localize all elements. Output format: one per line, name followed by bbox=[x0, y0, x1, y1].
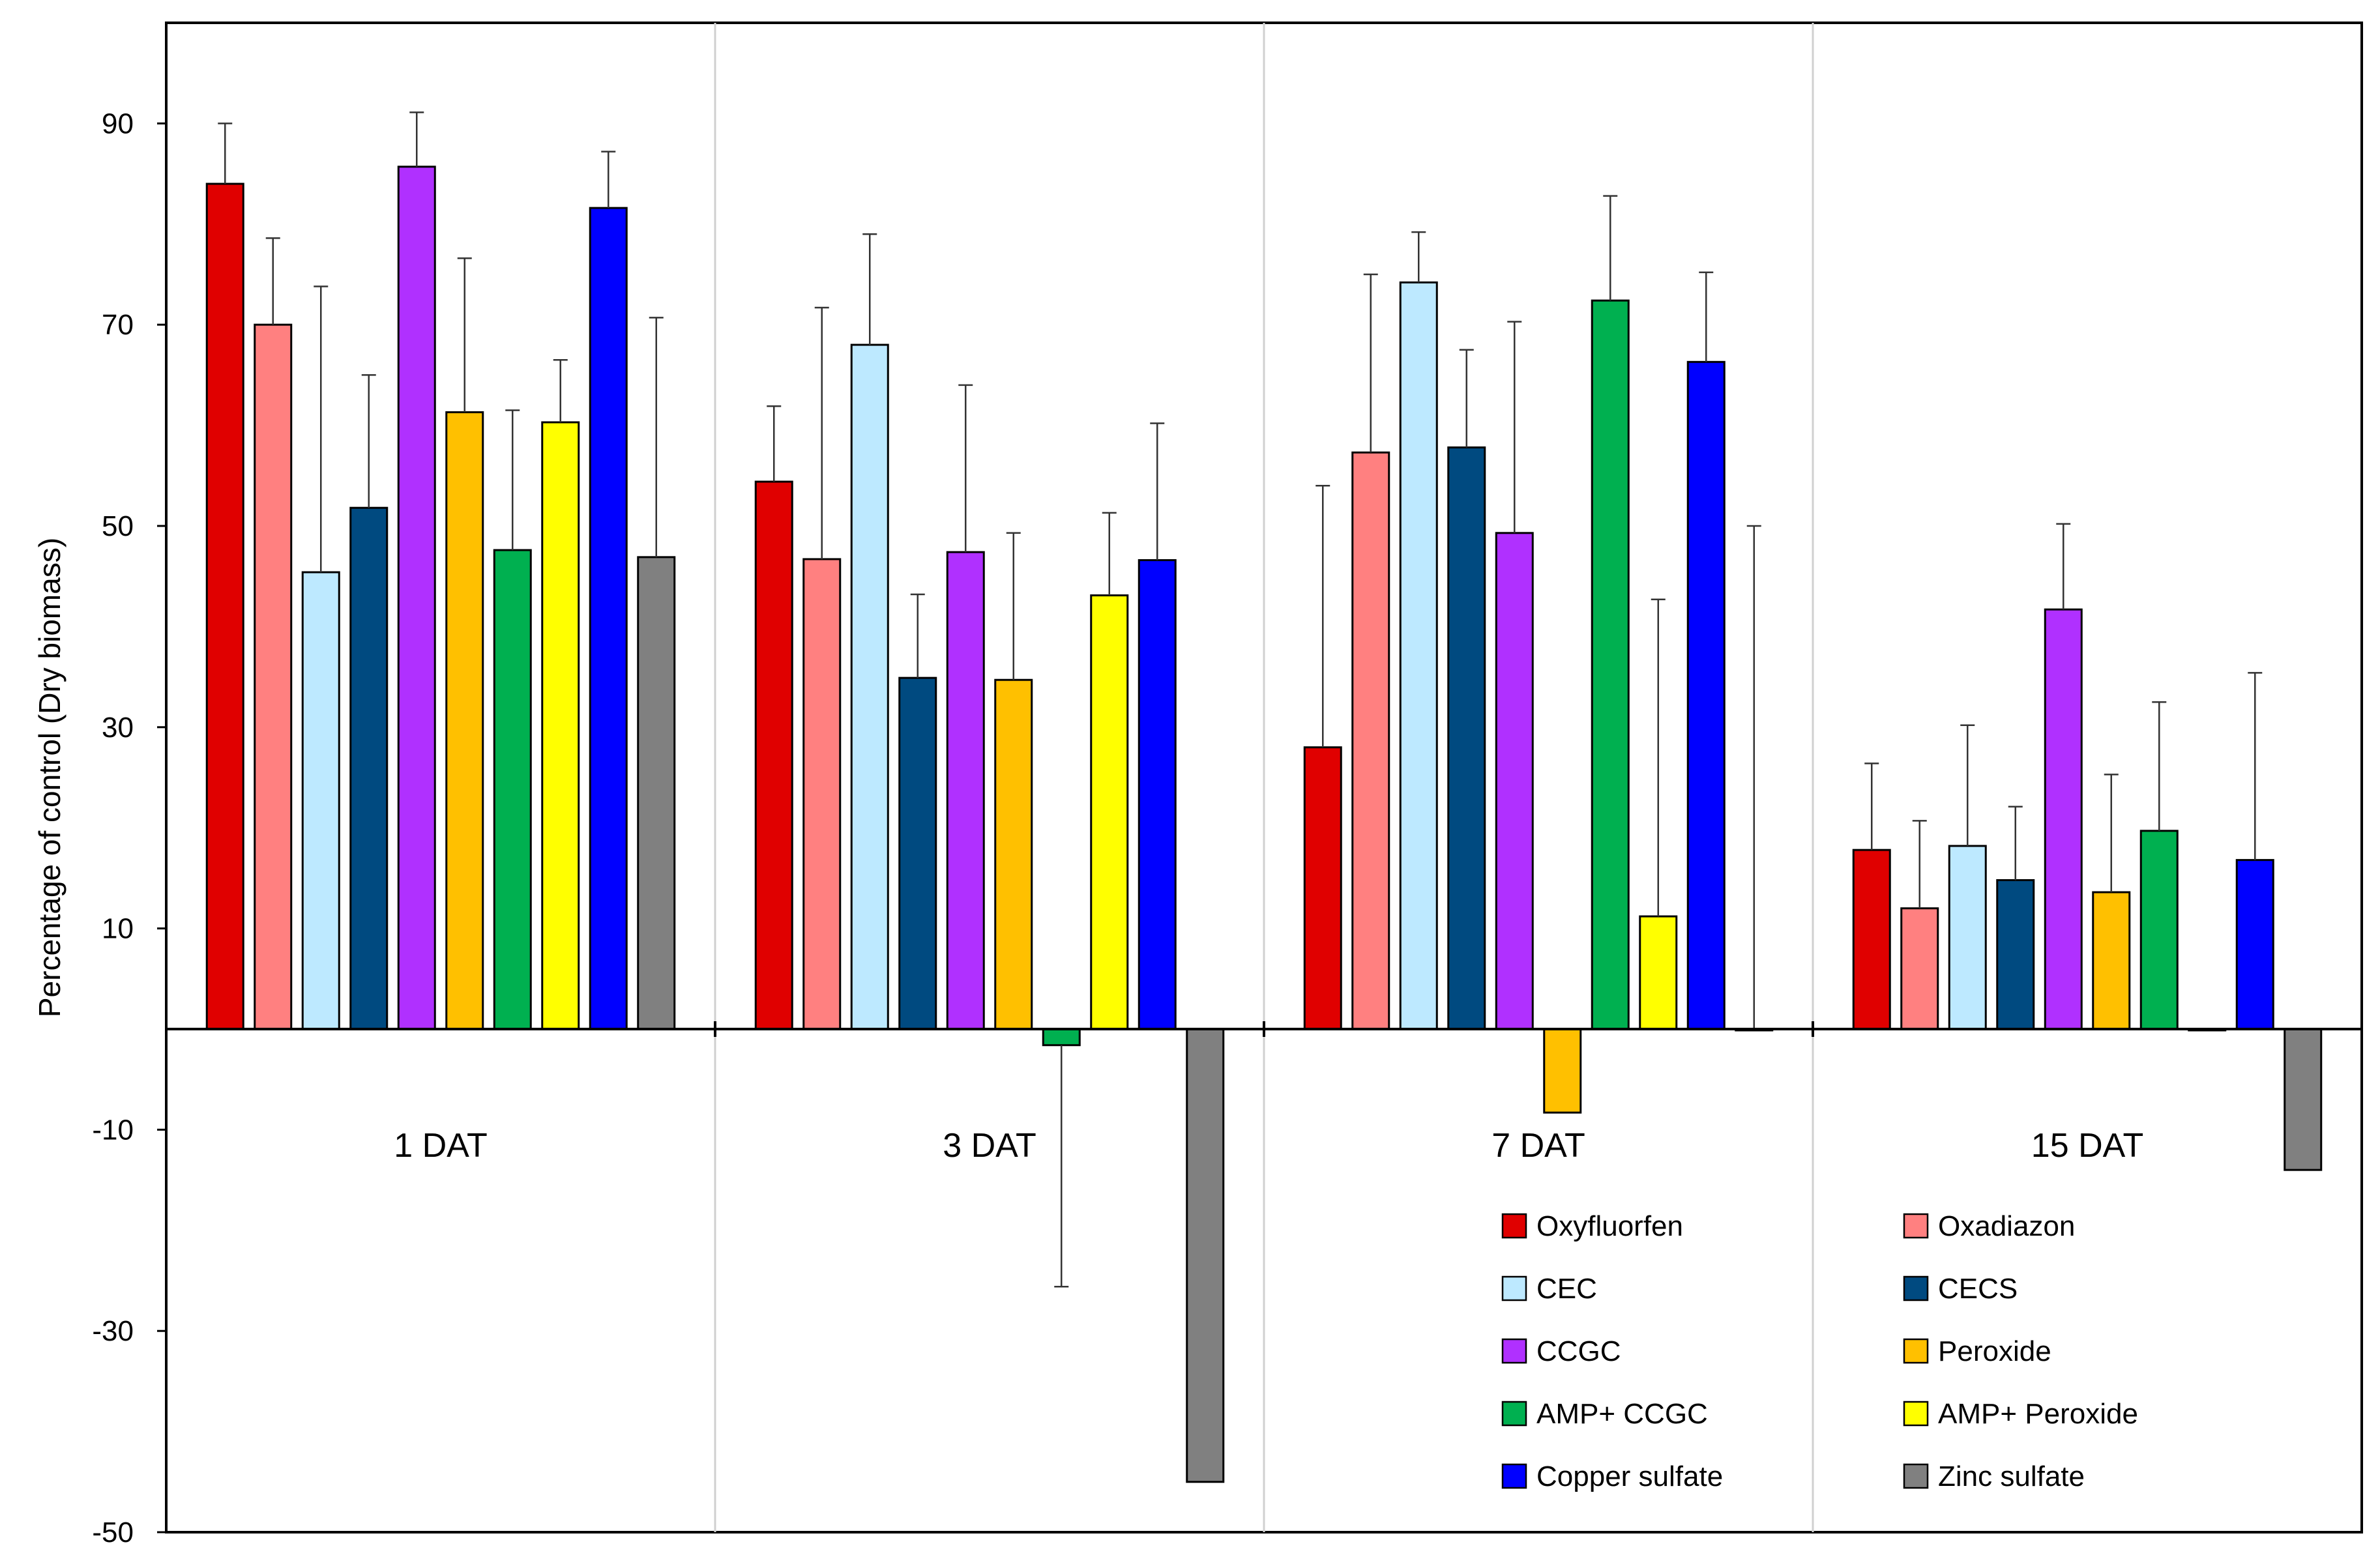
legend-swatch bbox=[1501, 1213, 1527, 1239]
bar bbox=[754, 480, 793, 1030]
x-category-label: 1 DAT bbox=[394, 1127, 488, 1165]
bar bbox=[1042, 1028, 1081, 1047]
bar bbox=[850, 343, 889, 1030]
bar bbox=[2092, 891, 2131, 1030]
x-category-label: 15 DAT bbox=[2031, 1127, 2143, 1165]
bar bbox=[1399, 281, 1438, 1030]
bar bbox=[802, 558, 842, 1030]
category-labels: 1 DAT 3 DAT 7 DAT 15 DAT bbox=[394, 1127, 2143, 1165]
legend-label: Peroxide bbox=[1938, 1335, 2051, 1367]
bar bbox=[1138, 559, 1177, 1030]
bar bbox=[1639, 915, 1678, 1030]
legend-swatch bbox=[1903, 1275, 1929, 1301]
bar bbox=[349, 506, 389, 1030]
category-dividers bbox=[714, 23, 1814, 1532]
error-bars bbox=[218, 111, 2263, 1288]
legend-label: Oxadiazon bbox=[1938, 1210, 2075, 1242]
bar bbox=[2284, 1028, 2323, 1171]
legend-label: Oxyfluorfen bbox=[1536, 1210, 1683, 1242]
y-tick-label: 70 bbox=[102, 309, 134, 341]
zero-axis bbox=[166, 1021, 2362, 1037]
bar bbox=[2235, 859, 2274, 1030]
bar bbox=[397, 166, 436, 1030]
legend-swatch bbox=[1903, 1213, 1929, 1239]
bar bbox=[1495, 532, 1534, 1030]
bar bbox=[1303, 746, 1342, 1030]
bar bbox=[1996, 879, 2035, 1030]
legend-swatch bbox=[1903, 1401, 1929, 1427]
bar bbox=[1543, 1028, 1582, 1114]
legend-swatch bbox=[1501, 1338, 1527, 1364]
legend-swatch bbox=[1501, 1463, 1527, 1489]
bar-series bbox=[205, 166, 2323, 1483]
bar bbox=[1900, 907, 1939, 1030]
bar bbox=[1948, 845, 1987, 1030]
legend-swatch bbox=[1903, 1338, 1929, 1364]
legend-label: Zinc sulfate bbox=[1938, 1461, 2085, 1492]
bar bbox=[637, 556, 676, 1030]
bar bbox=[1351, 451, 1390, 1030]
x-category-label: 3 DAT bbox=[943, 1127, 1036, 1165]
legend-label: CCGC bbox=[1536, 1335, 1621, 1367]
bar bbox=[1591, 299, 1630, 1030]
legend: Oxyfluorfen Oxadiazon CEC CECS CCGC Peroxide A… bbox=[1501, 1210, 2138, 1492]
bar bbox=[1186, 1028, 1225, 1483]
y-tick-label: -30 bbox=[92, 1315, 134, 1347]
bar bbox=[445, 411, 484, 1030]
y-tick-label: 90 bbox=[102, 108, 134, 139]
legend-swatch bbox=[1501, 1401, 1527, 1427]
legend-label: CECS bbox=[1938, 1273, 2018, 1305]
bar bbox=[205, 182, 244, 1030]
y-tick-label: 10 bbox=[102, 913, 134, 945]
bar bbox=[1852, 849, 1891, 1030]
y-axis-title: Percentage of control (Dry biomass) bbox=[33, 538, 66, 1017]
bar bbox=[1447, 446, 1486, 1030]
bar bbox=[994, 678, 1033, 1030]
y-tick-label: -50 bbox=[92, 1517, 134, 1548]
legend-label: Copper sulfate bbox=[1536, 1461, 1723, 1492]
bar bbox=[493, 549, 532, 1030]
legend-swatch bbox=[1501, 1275, 1527, 1301]
bar bbox=[2044, 608, 2083, 1030]
legend-label: AMP+ Peroxide bbox=[1938, 1398, 2138, 1430]
bar bbox=[301, 571, 340, 1030]
bar bbox=[254, 323, 293, 1030]
legend-label: CEC bbox=[1536, 1273, 1597, 1305]
bar bbox=[2139, 830, 2179, 1030]
bar bbox=[589, 207, 628, 1030]
bar bbox=[898, 676, 937, 1030]
legend-swatch bbox=[1903, 1463, 1929, 1489]
bar bbox=[541, 421, 580, 1030]
y-tick-label: -10 bbox=[92, 1114, 134, 1146]
y-tick-label: 50 bbox=[102, 510, 134, 542]
bar bbox=[1090, 594, 1129, 1030]
y-tick-label: 30 bbox=[102, 712, 134, 744]
bar bbox=[1686, 360, 1726, 1030]
legend-label: AMP+ CCGC bbox=[1536, 1398, 1708, 1430]
x-category-label: 7 DAT bbox=[1491, 1127, 1585, 1165]
bar bbox=[946, 551, 985, 1030]
y-axis: 90 70 50 30 10 -10 -30 -50 bbox=[92, 108, 166, 1548]
